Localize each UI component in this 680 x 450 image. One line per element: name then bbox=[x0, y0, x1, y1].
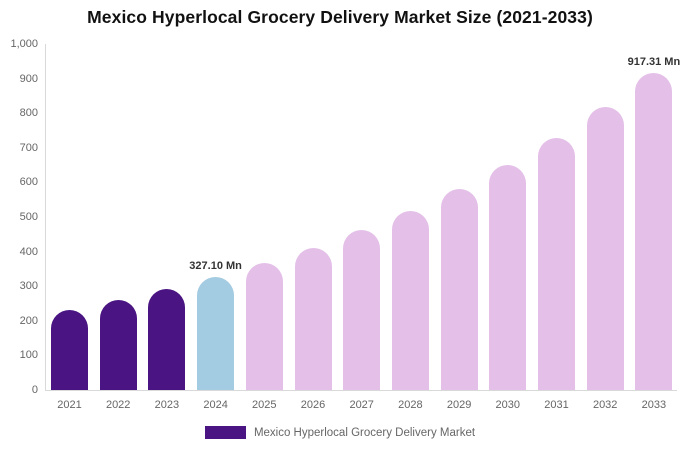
legend-label: Mexico Hyperlocal Grocery Delivery Marke… bbox=[253, 426, 476, 439]
bar-2030[interactable] bbox=[489, 164, 527, 390]
y-tick-700: 700 bbox=[19, 141, 38, 154]
y-tick-1,000: 1,000 bbox=[10, 38, 38, 50]
bar-2033[interactable] bbox=[635, 72, 673, 390]
x-axis: 2021 2022 2023 2024 2025 2026 2027 2028 2029 2030… bbox=[0, 398, 680, 414]
x-label-2032: 2032 bbox=[592, 399, 618, 411]
y-tick-500: 500 bbox=[19, 211, 38, 223]
bar-2023[interactable] bbox=[148, 289, 186, 390]
x-label-2022: 2022 bbox=[105, 399, 131, 411]
bar-2026[interactable] bbox=[294, 247, 332, 390]
chart-title: Mexico Hyperlocal Grocery Delivery Marke… bbox=[87, 7, 593, 27]
bar-2028[interactable] bbox=[391, 211, 429, 390]
bar-2021[interactable] bbox=[51, 309, 88, 390]
y-axis: 0 100 200 300 400 500 600 700 800 900 1,000 bbox=[0, 38, 40, 396]
bar-2032[interactable] bbox=[586, 107, 624, 390]
bar-2024[interactable] bbox=[197, 276, 235, 390]
x-label-2024: 2024 bbox=[203, 399, 228, 411]
bar-2027[interactable] bbox=[343, 230, 381, 390]
bar-2031[interactable] bbox=[538, 137, 575, 390]
x-label-2027: 2027 bbox=[349, 399, 374, 411]
y-tick-600: 600 bbox=[19, 176, 38, 189]
x-label-2031: 2031 bbox=[544, 399, 569, 411]
y-tick-0: 0 bbox=[31, 384, 38, 396]
bar-2029[interactable] bbox=[440, 189, 478, 390]
y-tick-300: 300 bbox=[19, 280, 38, 293]
x-label-2028: 2028 bbox=[398, 399, 423, 411]
x-label-2026: 2026 bbox=[300, 399, 326, 411]
bar-2022[interactable] bbox=[99, 299, 137, 390]
x-label-2021: 2021 bbox=[57, 399, 82, 411]
legend[interactable]: Mexico Hyperlocal Grocery Delivery Marke… bbox=[0, 426, 680, 439]
value-label-2024: 327.10 Mn bbox=[189, 259, 242, 272]
y-tick-800: 800 bbox=[19, 107, 38, 120]
legend-swatch bbox=[204, 426, 246, 439]
y-tick-400: 400 bbox=[19, 245, 38, 258]
y-tick-900: 900 bbox=[19, 72, 38, 85]
x-label-2030: 2030 bbox=[495, 399, 521, 411]
y-tick-100: 100 bbox=[19, 349, 38, 362]
x-label-2029: 2029 bbox=[446, 399, 472, 411]
x-label-2025: 2025 bbox=[252, 399, 277, 411]
value-label-2033: 917.31 Mn bbox=[627, 55, 680, 68]
x-label-2023: 2023 bbox=[154, 399, 180, 411]
bar-2025[interactable] bbox=[245, 263, 283, 390]
plot-area bbox=[45, 44, 677, 391]
y-tick-200: 200 bbox=[19, 314, 38, 327]
x-label-2033: 2033 bbox=[641, 399, 667, 411]
